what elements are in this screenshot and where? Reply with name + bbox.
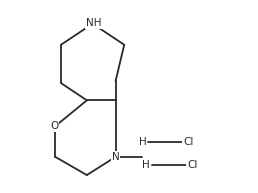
Text: Cl: Cl	[187, 161, 197, 170]
Text: Cl: Cl	[183, 136, 194, 146]
Text: N: N	[112, 152, 119, 162]
Text: NH: NH	[86, 18, 101, 28]
Text: H: H	[139, 136, 146, 146]
Text: H: H	[142, 161, 150, 170]
Text: O: O	[50, 121, 58, 131]
